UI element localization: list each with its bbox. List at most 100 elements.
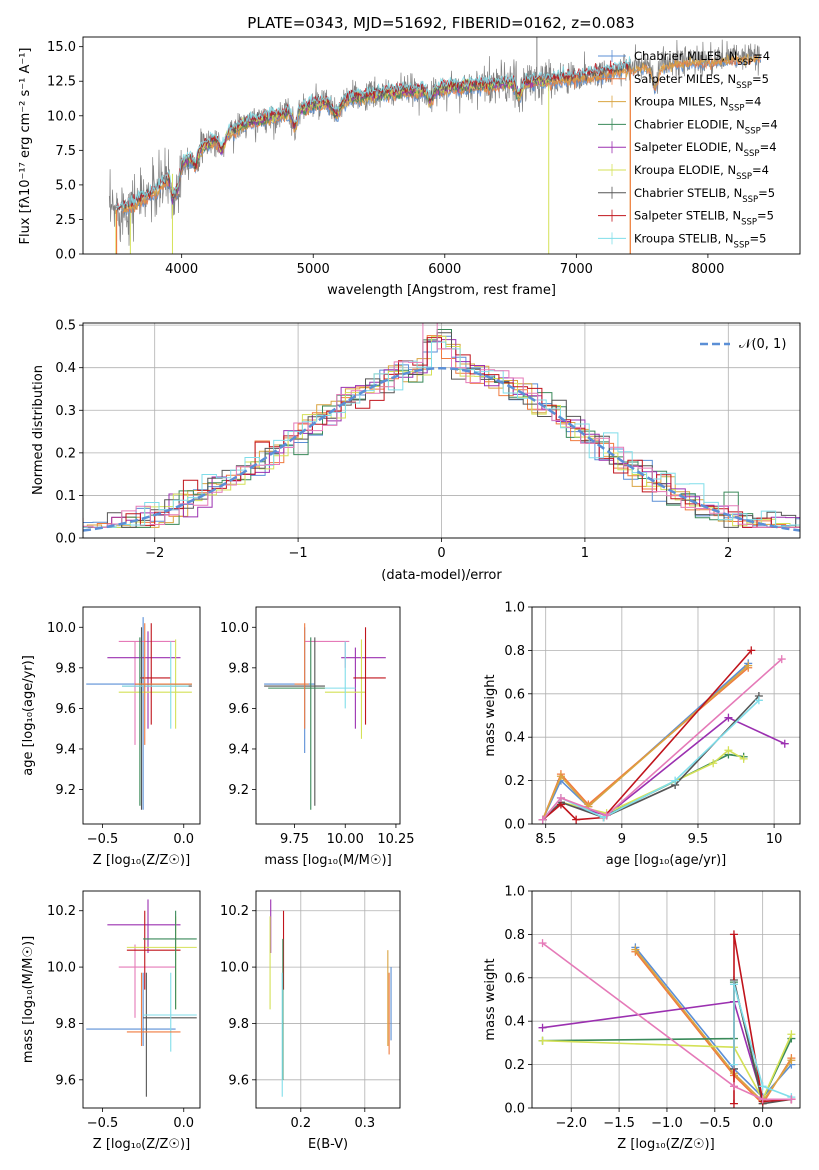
- legend-label: Kroupa STELIB, NSSP=5: [634, 231, 766, 250]
- hist-step: [83, 337, 800, 528]
- y-tick-label: 5.0: [55, 178, 76, 193]
- weight-marker: [758, 1095, 767, 1104]
- legend-label: 𝒩(0, 1): [739, 337, 786, 352]
- legend-label: Chabrier ELODIE, NSSP=4: [634, 117, 778, 136]
- x-tick-label: 0.3: [354, 1116, 375, 1131]
- weight-line: [541, 664, 749, 821]
- weight-line: [542, 695, 760, 821]
- x-tick-label: 2: [724, 546, 732, 561]
- legend-label: Kroupa MILES, NSSP=4: [634, 95, 761, 114]
- y-tick-label: 0.0: [55, 532, 76, 547]
- y-tick-label: 9.4: [55, 742, 76, 757]
- weight-marker: [724, 746, 733, 755]
- weight-vs-Z-y-label: mass weight: [483, 958, 498, 1040]
- spectrum-axes: 4000 5000 6000 7000 8000 0.0 2.5 5.0 7.5 10.0 12.5…: [47, 40, 724, 277]
- x-tick-label: 5000: [297, 262, 330, 277]
- x-tick-label: 1: [581, 546, 589, 561]
- x-tick-label: 8.5: [535, 832, 556, 847]
- x-tick-label: 0.2: [290, 1116, 311, 1131]
- y-tick-label: 12.5: [47, 75, 76, 90]
- weight-marker: [739, 754, 748, 763]
- y-tick-label: 0.4: [504, 1015, 525, 1030]
- age-vs-Z-axes: −0.5 0.0 9.2 9.4 9.6 9.8 10.0: [47, 621, 194, 847]
- weight-marker: [602, 811, 611, 820]
- age-vs-mass-frame: [255, 606, 401, 825]
- histogram-steps: [83, 323, 800, 532]
- y-tick-label: 9.6: [228, 702, 249, 717]
- weight-marker: [671, 776, 680, 785]
- legend-label: Kroupa ELODIE, NSSP=4: [634, 163, 769, 182]
- spectrum-frame: [82, 36, 801, 255]
- weight-marker: [777, 655, 786, 664]
- weight-marker: [744, 661, 753, 670]
- age-vs-mass-errorbars: [264, 623, 386, 810]
- x-tick-label: 9: [618, 832, 626, 847]
- age-vs-Z-errorbars: [86, 617, 192, 810]
- gaussian-curve: [83, 366, 800, 532]
- x-tick-label: −0.5: [87, 832, 119, 847]
- weight-vs-Z-x-label: Z [log₁₀(Z/Z☉)]: [617, 1137, 714, 1152]
- y-tick-label: 0.6: [504, 687, 525, 702]
- weight-marker: [787, 1095, 796, 1104]
- weight-marker: [729, 1099, 738, 1108]
- y-tick-label: 7.5: [55, 144, 76, 159]
- weight-marker: [787, 1056, 796, 1065]
- x-tick-label: 9.75: [280, 832, 309, 847]
- weight-marker: [556, 793, 565, 802]
- x-tick-label: 6000: [428, 262, 461, 277]
- y-tick-label: 10.0: [47, 621, 76, 636]
- model-line: [122, 55, 761, 214]
- y-tick-label: 0.8: [504, 644, 525, 659]
- weight-vs-age-frame: [531, 606, 801, 825]
- y-tick-label: 0.0: [504, 1102, 525, 1117]
- weight-vs-Z-lines: [538, 930, 796, 1108]
- y-tick-label: 9.6: [55, 1073, 76, 1088]
- y-tick-label: 0.5: [55, 319, 76, 334]
- x-tick-label: 7000: [560, 262, 593, 277]
- weight-line: [634, 946, 793, 1099]
- x-tick-label: −0.5: [87, 1116, 119, 1131]
- mass-vs-Z-x-label: Z [log₁₀(Z/Z☉)]: [93, 1137, 190, 1152]
- mass-vs-ebv-x-label: E(B-V): [308, 1137, 348, 1152]
- y-tick-label: 9.8: [228, 1017, 249, 1032]
- y-tick-label: 2.5: [55, 213, 76, 228]
- weight-marker: [729, 980, 738, 989]
- weight-marker: [729, 930, 738, 939]
- weight-line: [542, 658, 783, 821]
- weight-marker: [724, 713, 733, 722]
- weight-vs-Z-frame: [531, 890, 801, 1109]
- mass-vs-ebv-frame: [255, 890, 401, 1109]
- x-tick-label: 10: [766, 832, 783, 847]
- mass-vs-ebv-axes: 0.2 0.3 9.6 9.8 10.0 10.2: [220, 891, 400, 1131]
- y-tick-label: 10.0: [47, 109, 76, 124]
- weight-marker: [787, 1030, 796, 1039]
- y-tick-label: 1.0: [504, 601, 525, 616]
- weight-marker: [754, 696, 763, 705]
- x-tick-label: 10.00: [327, 832, 364, 847]
- legend-label: Chabrier STELIB, NSSP=5: [634, 186, 775, 205]
- x-tick-label: −1: [289, 546, 308, 561]
- y-tick-label: 0.6: [504, 971, 525, 986]
- residuals-legend: 𝒩(0, 1): [700, 337, 786, 352]
- weight-vs-age-y-label: mass weight: [483, 674, 498, 756]
- hist-step: [83, 335, 800, 528]
- y-tick-label: 0.2: [55, 446, 76, 461]
- y-tick-label: 0.2: [504, 1058, 525, 1073]
- legend-label: Salpeter ELODIE, NSSP=4: [634, 140, 777, 159]
- x-tick-label: −2: [145, 546, 164, 561]
- weight-vs-age-axes: 8.5 9 9.5 10 0.0 0.2 0.4 0.6 0.8 1.0: [504, 601, 800, 847]
- weight-vs-age-lines: [538, 646, 789, 824]
- weight-marker: [538, 815, 547, 824]
- residuals-x-label: (data-model)/error: [381, 568, 502, 583]
- hist-step: [83, 341, 800, 528]
- x-tick-label: −1.5: [603, 1116, 635, 1131]
- weight-line: [634, 949, 793, 1103]
- weight-line: [542, 1033, 793, 1102]
- spectrum-legend: Chabrier MILES, NSSP=4 Salpeter MILES, NS…: [598, 49, 778, 250]
- weight-marker: [538, 1023, 547, 1032]
- mass-vs-Z-axes: −0.5 0.0 9.6 9.8 10.0 10.2: [47, 904, 194, 1131]
- y-tick-label: 1.0: [504, 885, 525, 900]
- y-tick-label: 0.4: [504, 731, 525, 746]
- x-tick-label: −2.0: [555, 1116, 587, 1131]
